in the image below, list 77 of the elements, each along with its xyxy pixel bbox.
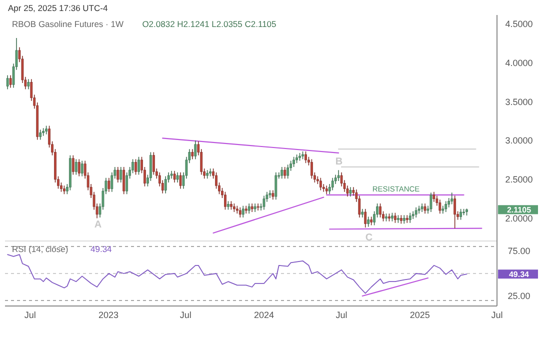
candlestick [450, 192, 454, 205]
candlestick [284, 166, 286, 180]
candlestick [280, 166, 284, 180]
y-tick-label: 2.5000 [505, 174, 533, 185]
x-tick-label: Jul [24, 310, 36, 320]
candlestick [74, 158, 78, 176]
candlestick [78, 158, 80, 177]
candlestick [134, 158, 137, 176]
candlestick [164, 176, 167, 194]
y-tick-label: 3.0000 [505, 136, 533, 146]
candlestick [406, 214, 408, 224]
candlestick [116, 166, 120, 183]
candlestick [430, 192, 432, 212]
candlestick [72, 154, 74, 176]
candlestick [274, 172, 278, 200]
candlestick [9, 74, 12, 88]
y-tick-label: 2.0000 [505, 213, 533, 224]
candlestick [6, 74, 9, 90]
line-series [7, 254, 468, 294]
y-tick-label: 4.5000 [505, 19, 533, 30]
candlestick [152, 152, 155, 176]
candlestick [242, 205, 244, 218]
candlestick [414, 206, 418, 218]
candlestick [364, 208, 367, 228]
candlestick [194, 140, 197, 160]
candlestick [424, 203, 426, 214]
text: Apr 25, 2025 17:36 UTC-4 [8, 3, 108, 13]
y-tick-label: 4.0000 [505, 58, 533, 68]
candlestick [179, 172, 182, 190]
candlestick [304, 151, 307, 164]
x-tick-label: 2023 [98, 310, 119, 320]
candlestick [122, 166, 126, 195]
x-tick-label: Jul [180, 310, 192, 320]
chart-subtitle: 49.34 [90, 244, 112, 254]
x-tick-label: Jul [336, 310, 348, 320]
candlestick [337, 170, 340, 182]
x-tick-label: 2024 [254, 310, 274, 320]
candlestick [27, 78, 30, 90]
candlestick [173, 170, 176, 183]
text: 2.1105 [506, 205, 532, 214]
candlestick [80, 160, 84, 177]
candlestick [367, 216, 370, 228]
candlestick [256, 203, 260, 211]
candlestick [176, 172, 179, 183]
candlestick [262, 195, 266, 210]
candlestick [379, 203, 382, 218]
candlestick [331, 177, 334, 191]
candlestick [319, 177, 322, 191]
candlestick [310, 158, 313, 180]
chart-subtitle: O2.0832 H2.1241 L2.0355 C2.1105 [142, 19, 277, 29]
candlestick [138, 156, 140, 176]
candlestick [444, 200, 448, 212]
candlestick [349, 186, 352, 197]
chart-title: RBOB Gasoline Futures · 1W [12, 19, 124, 29]
candlestick [248, 203, 250, 214]
candlestick [238, 206, 242, 218]
y-tick-label: 75.00 [508, 246, 530, 256]
candlestick [432, 191, 436, 202]
x-tick-label: Jul [491, 310, 503, 320]
candlestick [286, 164, 290, 180]
candlestick [438, 199, 442, 214]
chart-title: RSI (14, close) [12, 244, 68, 254]
candlestick [120, 166, 122, 183]
candlestick [408, 212, 412, 224]
candlestick [292, 156, 296, 168]
candlestick [272, 190, 274, 200]
candlestick [394, 212, 396, 224]
candlestick [108, 177, 110, 192]
candlestick [224, 191, 226, 210]
text: 49.34 [508, 270, 530, 279]
candlestick [39, 129, 42, 140]
candlestick [191, 148, 194, 160]
y-tick-label: 25.00 [508, 291, 530, 302]
x-tick-label: 2025 [410, 310, 430, 320]
candlestick [460, 208, 462, 220]
y-tick-label: 3.5000 [505, 96, 533, 107]
candlestick [454, 195, 456, 229]
